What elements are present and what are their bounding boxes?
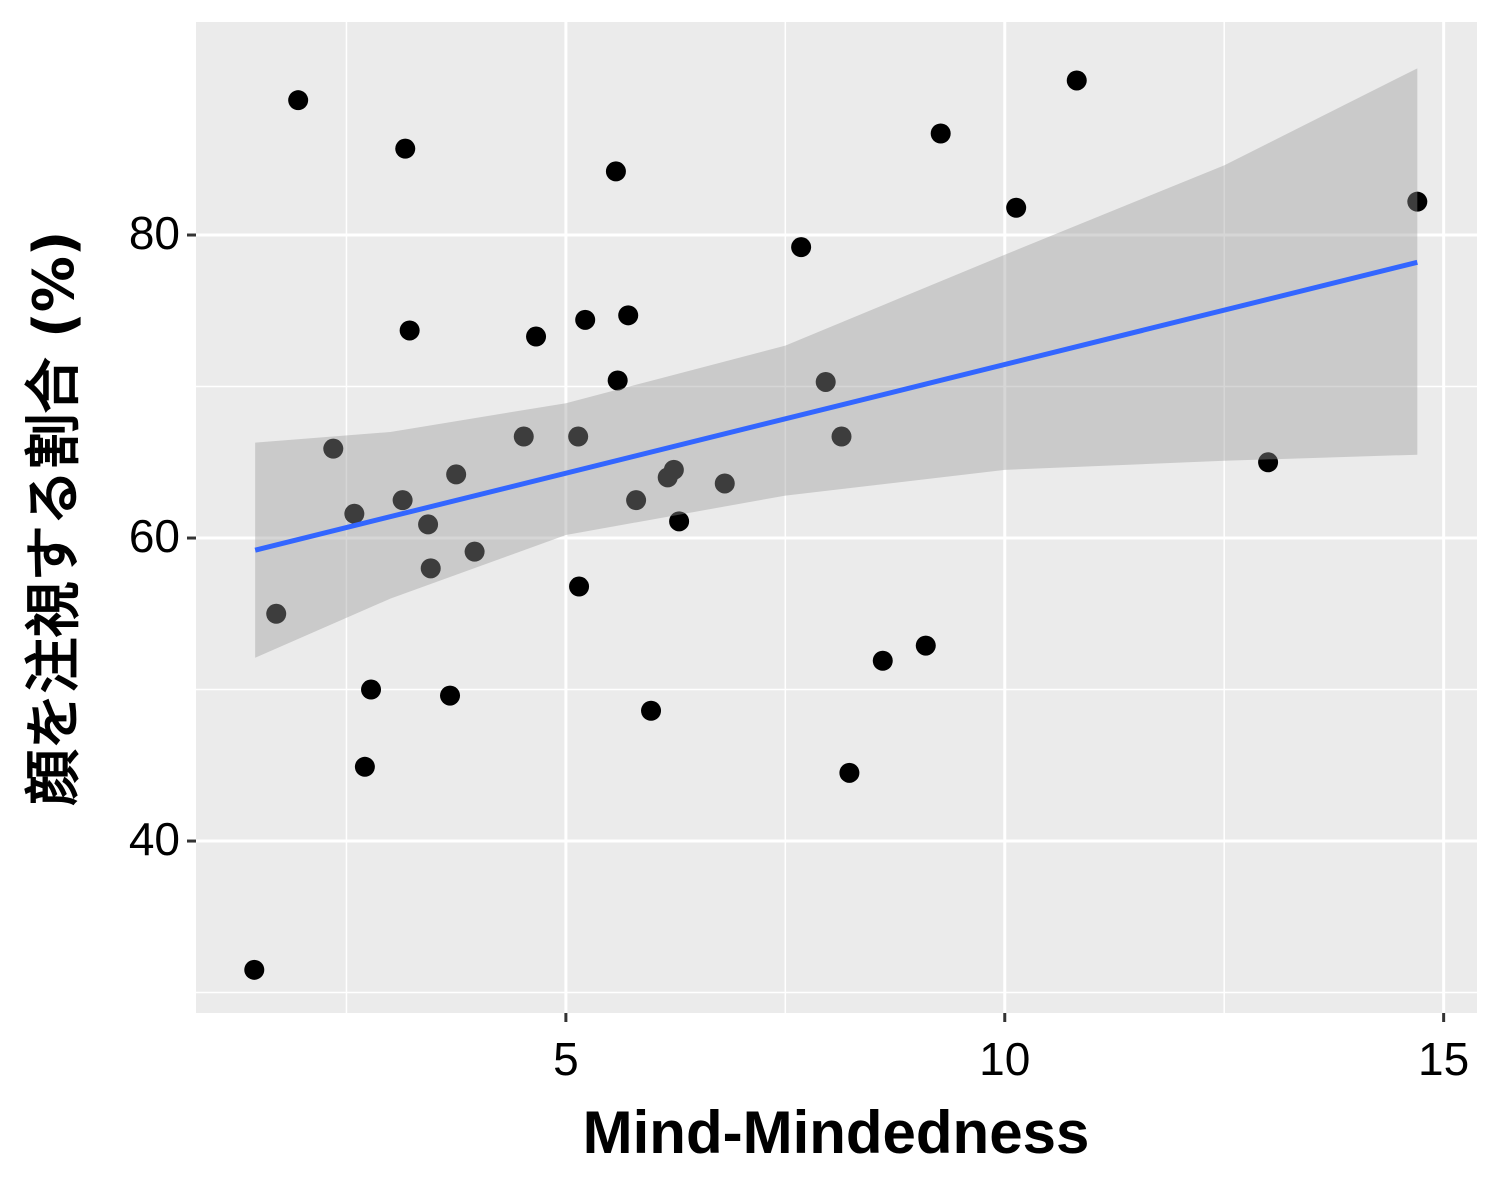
point [464, 541, 485, 562]
point [669, 511, 690, 532]
point [323, 438, 344, 459]
point [831, 426, 852, 447]
point [815, 371, 836, 392]
point [568, 426, 589, 447]
point [605, 161, 626, 182]
regression-line [254, 259, 1418, 553]
point [420, 558, 441, 579]
point [399, 320, 420, 341]
y-axis-title: 顔を注視する割合 (%) [22, 231, 87, 806]
point [714, 473, 735, 494]
point [607, 370, 628, 391]
point [513, 426, 534, 447]
point [915, 635, 936, 656]
point [446, 464, 467, 485]
confidence-band [255, 68, 1418, 658]
point [1407, 191, 1428, 212]
x-tick-label: 15 [1418, 1033, 1469, 1085]
point [361, 679, 382, 700]
point [288, 90, 309, 111]
point [1066, 70, 1087, 91]
point [395, 138, 416, 159]
x-tick-label: 5 [553, 1033, 579, 1085]
point [266, 603, 287, 624]
point [663, 459, 684, 480]
point [626, 490, 647, 511]
point [344, 503, 365, 524]
point [872, 650, 893, 671]
point [791, 237, 812, 258]
point [839, 762, 860, 783]
point [440, 685, 461, 706]
point [930, 123, 951, 144]
point [244, 959, 265, 980]
point [392, 490, 413, 511]
point [354, 756, 375, 777]
point [575, 309, 596, 330]
point [418, 514, 439, 535]
panel [196, 22, 1477, 1013]
point [1258, 452, 1279, 473]
point [641, 700, 662, 721]
point [526, 326, 547, 347]
x-axis-title: Mind-Mindedness [583, 1099, 1090, 1166]
point [618, 305, 639, 326]
point [1006, 197, 1027, 218]
y-tick-label: 40 [129, 813, 180, 865]
point [569, 576, 590, 597]
y-tick-label: 80 [129, 207, 180, 259]
y-tick-label: 60 [129, 510, 180, 562]
x-tick-label: 10 [979, 1033, 1030, 1085]
